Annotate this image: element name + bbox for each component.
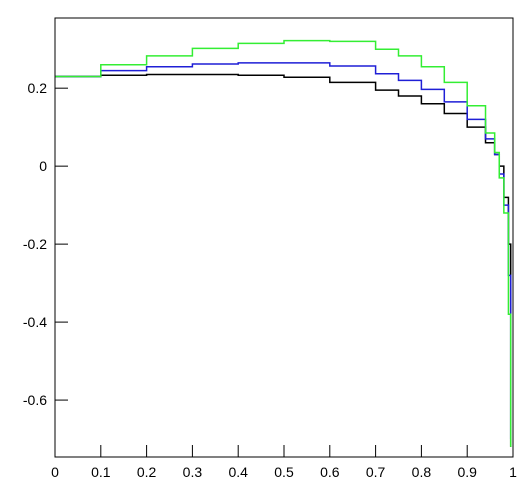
y-tick-label: -0.6 [23, 392, 47, 408]
x-tick-label: 0.5 [274, 464, 294, 480]
x-tick-label: 0.6 [320, 464, 340, 480]
y-tick-label: -0.2 [23, 236, 47, 252]
x-tick-label: 0 [51, 464, 59, 480]
y-tick-label: -0.4 [23, 314, 47, 330]
series-line [55, 62, 512, 440]
x-tick-label: 0.2 [137, 464, 157, 480]
x-tick-label: 0.1 [91, 464, 111, 480]
x-tick-label: 0.8 [412, 464, 432, 480]
x-tick-label: 0.3 [183, 464, 203, 480]
x-tick-label: 1 [509, 464, 517, 480]
x-tick-label: 0.7 [366, 464, 386, 480]
x-tick-label: 0.4 [228, 464, 248, 480]
series-line [55, 73, 512, 447]
y-tick-label: 0 [39, 158, 47, 174]
plot-frame [54, 17, 514, 458]
series-line [55, 39, 512, 447]
x-tick-label: 0.9 [457, 464, 477, 480]
y-tick-label: 0.2 [28, 80, 48, 96]
